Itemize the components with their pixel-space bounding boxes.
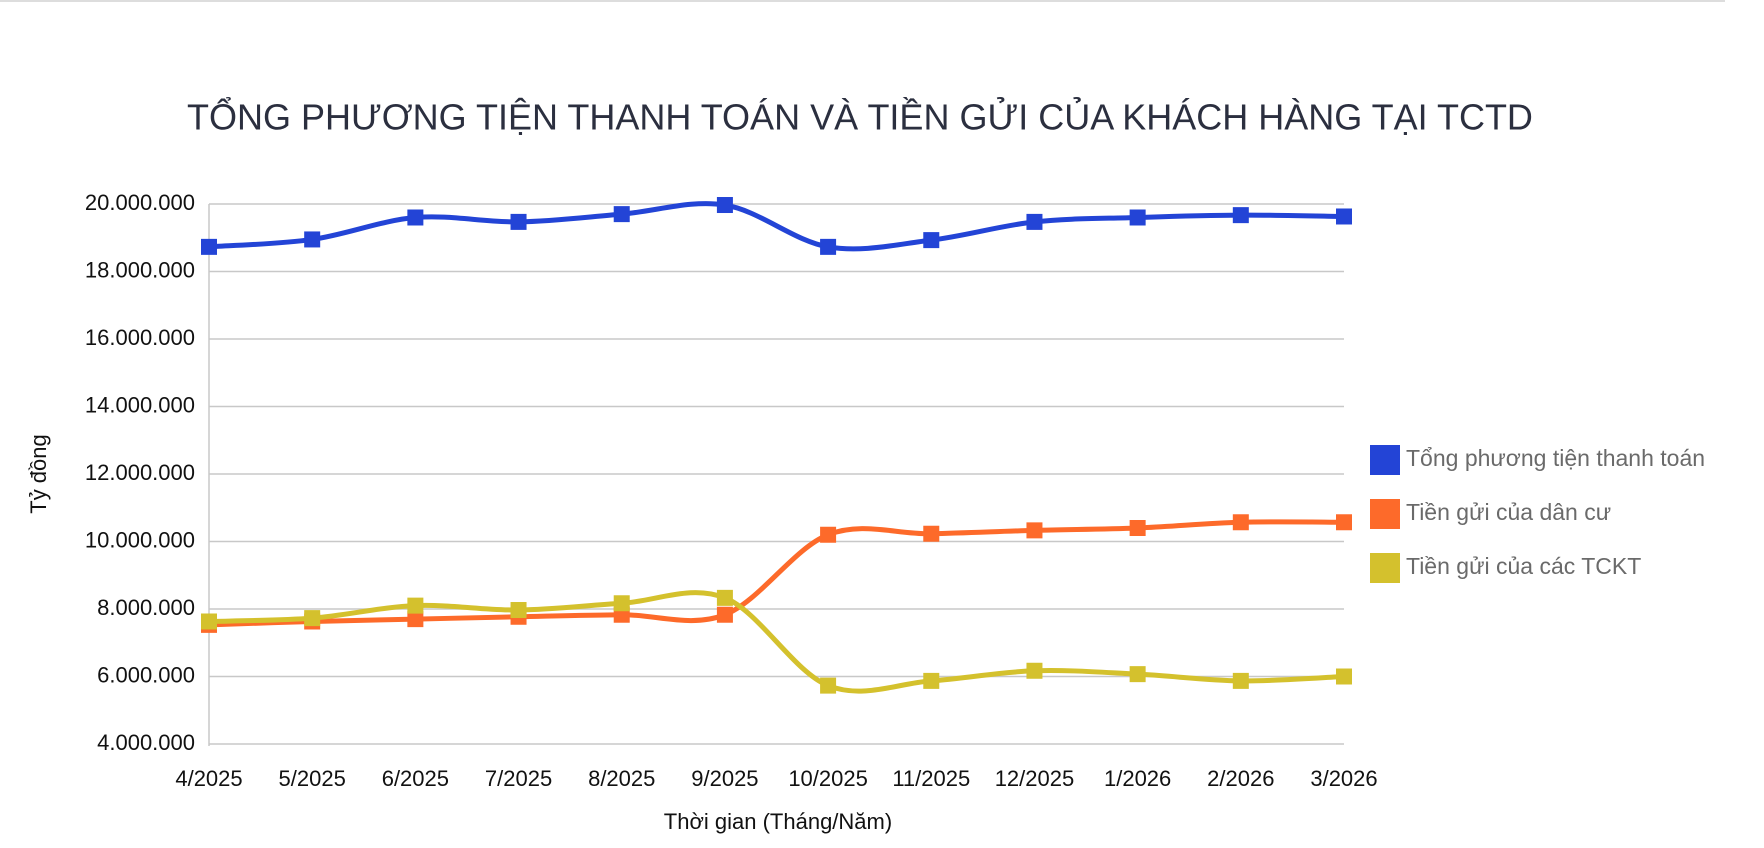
marker: [201, 238, 217, 255]
marker: [1232, 207, 1249, 224]
marker: [923, 525, 940, 542]
marker: [1336, 668, 1352, 685]
y-tick-label: 20.000.000: [85, 190, 195, 215]
y-axis-title: Tỷ đồng: [26, 434, 51, 514]
marker: [510, 602, 527, 619]
x-tick-label: 9/2025: [691, 766, 758, 791]
marker: [1232, 672, 1249, 689]
marker: [1026, 662, 1043, 679]
x-tick-label: 8/2025: [588, 766, 655, 791]
marker: [923, 672, 940, 689]
legend-swatch: [1370, 499, 1400, 529]
x-tick-label: 3/2026: [1310, 766, 1377, 791]
marker: [820, 526, 837, 543]
x-tick-label: 10/2025: [788, 766, 868, 791]
y-tick-label: 4.000.000: [97, 730, 195, 755]
x-tick-label: 7/2025: [485, 766, 552, 791]
legend-label: Tiền gửi của các TCKT: [1406, 553, 1641, 579]
chart-title: TỔNG PHƯƠNG TIỆN THANH TOÁN VÀ TIỀN GỬI …: [187, 95, 1533, 138]
series-line: [208, 201, 1345, 252]
marker: [820, 677, 837, 694]
marker: [923, 232, 940, 249]
x-tick-label: 4/2025: [175, 766, 242, 791]
x-tick-label: 2/2026: [1207, 766, 1274, 791]
y-tick-label: 16.000.000: [85, 325, 195, 350]
marker: [407, 597, 424, 614]
marker: [304, 610, 321, 627]
x-axis-title: Thời gian (Tháng/Năm): [664, 809, 892, 834]
x-tick-label: 6/2025: [382, 766, 449, 791]
y-tick-label: 18.000.000: [85, 257, 195, 282]
legend-label: Tiền gửi của dân cư: [1406, 499, 1611, 525]
y-tick-label: 12.000.000: [85, 460, 195, 485]
marker: [716, 589, 733, 606]
x-tick-label: 12/2025: [995, 766, 1075, 791]
legend-swatch: [1370, 553, 1400, 583]
marker: [201, 613, 217, 630]
y-tick-label: 8.000.000: [97, 595, 195, 620]
marker: [820, 238, 837, 255]
legend-label: Tổng phương tiện thanh toán: [1406, 445, 1705, 471]
marker: [716, 606, 733, 623]
marker: [304, 231, 321, 248]
marker: [407, 611, 424, 628]
y-tick-label: 14.000.000: [85, 392, 195, 417]
marker: [1336, 514, 1352, 531]
marker: [1026, 213, 1043, 230]
marker: [1026, 522, 1043, 539]
marker: [716, 197, 733, 214]
marker: [613, 206, 630, 223]
marker: [510, 213, 527, 230]
marker: [1129, 209, 1146, 226]
marker: [1129, 666, 1146, 683]
marker: [613, 595, 630, 612]
marker: [1232, 514, 1249, 531]
marker: [1336, 208, 1352, 225]
x-tick-label: 1/2026: [1104, 766, 1171, 791]
x-tick-label: 5/2025: [279, 766, 346, 791]
series-line: [208, 519, 1345, 628]
series-line: [208, 590, 1345, 694]
marker: [1129, 520, 1146, 536]
legend-swatch: [1370, 445, 1400, 475]
y-tick-label: 10.000.000: [85, 527, 195, 552]
y-tick-label: 6.000.000: [97, 662, 195, 687]
marker: [407, 209, 424, 226]
x-tick-label: 11/2025: [892, 766, 970, 791]
